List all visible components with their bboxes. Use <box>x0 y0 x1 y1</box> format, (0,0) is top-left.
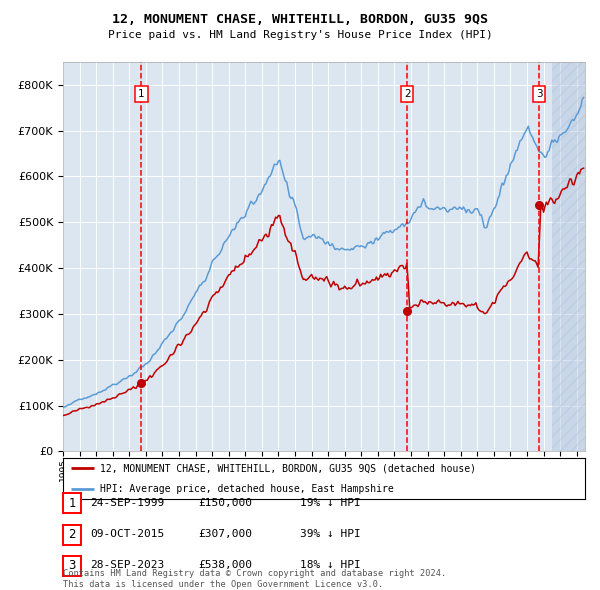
Text: 09-OCT-2015: 09-OCT-2015 <box>90 529 164 539</box>
Text: 28-SEP-2023: 28-SEP-2023 <box>90 560 164 570</box>
Text: 12, MONUMENT CHASE, WHITEHILL, BORDON, GU35 9QS: 12, MONUMENT CHASE, WHITEHILL, BORDON, G… <box>112 13 488 26</box>
Text: £150,000: £150,000 <box>198 498 252 507</box>
Text: 18% ↓ HPI: 18% ↓ HPI <box>300 560 361 570</box>
Text: 3: 3 <box>536 89 542 99</box>
Text: HPI: Average price, detached house, East Hampshire: HPI: Average price, detached house, East… <box>100 484 393 493</box>
Text: Price paid vs. HM Land Registry's House Price Index (HPI): Price paid vs. HM Land Registry's House … <box>107 30 493 40</box>
Text: 1: 1 <box>68 497 76 510</box>
Text: 3: 3 <box>68 559 76 572</box>
Text: 1: 1 <box>138 89 145 99</box>
Text: Contains HM Land Registry data © Crown copyright and database right 2024.
This d: Contains HM Land Registry data © Crown c… <box>63 569 446 589</box>
Text: £307,000: £307,000 <box>198 529 252 539</box>
Text: 24-SEP-1999: 24-SEP-1999 <box>90 498 164 507</box>
Text: £538,000: £538,000 <box>198 560 252 570</box>
Text: 2: 2 <box>404 89 410 99</box>
Text: 2: 2 <box>68 528 76 541</box>
Bar <box>552 62 585 451</box>
Text: 12, MONUMENT CHASE, WHITEHILL, BORDON, GU35 9QS (detached house): 12, MONUMENT CHASE, WHITEHILL, BORDON, G… <box>100 464 476 473</box>
Text: 39% ↓ HPI: 39% ↓ HPI <box>300 529 361 539</box>
Text: 19% ↓ HPI: 19% ↓ HPI <box>300 498 361 507</box>
